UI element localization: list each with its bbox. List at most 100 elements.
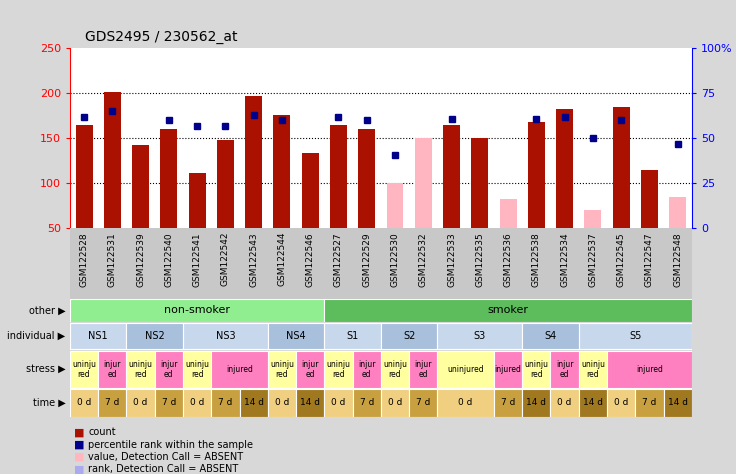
Text: GSM122537: GSM122537	[588, 232, 598, 287]
Text: GSM122533: GSM122533	[447, 232, 456, 287]
Bar	[70, 323, 127, 349]
Bar	[381, 323, 437, 349]
Bar	[353, 351, 381, 388]
Bar	[641, 170, 658, 228]
Text: GSM122534: GSM122534	[560, 232, 569, 287]
Text: S4: S4	[545, 331, 556, 341]
Text: GSM122531: GSM122531	[107, 232, 117, 287]
Bar	[523, 323, 578, 349]
Text: 7 d: 7 d	[218, 399, 233, 407]
Text: 7 d: 7 d	[162, 399, 176, 407]
Bar	[330, 125, 347, 228]
Text: GSM122530: GSM122530	[391, 232, 400, 287]
Bar	[296, 389, 325, 417]
Text: injur
ed: injur ed	[414, 360, 432, 379]
Text: ■: ■	[74, 427, 84, 438]
Text: 0 d: 0 d	[331, 399, 346, 407]
Text: 14 d: 14 d	[244, 399, 263, 407]
Text: injured: injured	[636, 365, 663, 374]
Bar	[98, 389, 127, 417]
Bar	[584, 210, 601, 228]
Text: S5: S5	[629, 331, 642, 341]
Text: injur
ed: injur ed	[358, 360, 375, 379]
Bar	[325, 299, 692, 322]
Bar	[70, 351, 98, 388]
Bar	[104, 92, 121, 228]
Text: ■: ■	[74, 452, 84, 462]
Text: time ▶: time ▶	[33, 398, 66, 408]
Text: GSM122548: GSM122548	[673, 232, 682, 287]
Text: 14 d: 14 d	[583, 399, 603, 407]
Bar	[551, 351, 578, 388]
Bar	[268, 323, 325, 349]
Bar	[155, 389, 183, 417]
Bar	[274, 115, 291, 228]
Text: S2: S2	[403, 331, 415, 341]
Bar	[664, 389, 692, 417]
Text: uninju
red: uninju red	[185, 360, 209, 379]
Text: 7 d: 7 d	[643, 399, 657, 407]
Text: injur
ed: injur ed	[302, 360, 319, 379]
Text: 0 d: 0 d	[275, 399, 289, 407]
Bar	[217, 140, 234, 228]
Bar	[268, 389, 296, 417]
Bar	[409, 389, 437, 417]
Bar	[578, 351, 607, 388]
Text: uninju
red: uninju red	[581, 360, 605, 379]
Text: rank, Detection Call = ABSENT: rank, Detection Call = ABSENT	[88, 464, 238, 474]
Text: 0 d: 0 d	[459, 399, 473, 407]
Text: GSM122538: GSM122538	[532, 232, 541, 287]
Bar	[353, 389, 381, 417]
Text: 7 d: 7 d	[360, 399, 374, 407]
Bar	[325, 323, 381, 349]
Text: GSM122540: GSM122540	[164, 232, 174, 287]
Text: count: count	[88, 427, 116, 438]
Bar	[211, 351, 268, 388]
Text: injured: injured	[226, 365, 253, 374]
Bar	[268, 351, 296, 388]
Text: GSM122545: GSM122545	[617, 232, 626, 287]
Text: GSM122542: GSM122542	[221, 232, 230, 286]
Text: GSM122546: GSM122546	[305, 232, 315, 287]
Text: S3: S3	[474, 331, 486, 341]
Text: non-smoker: non-smoker	[164, 305, 230, 316]
Bar	[415, 138, 432, 228]
Bar	[443, 125, 460, 228]
Bar	[523, 389, 551, 417]
Bar	[500, 199, 517, 228]
Text: value, Detection Call = ABSENT: value, Detection Call = ABSENT	[88, 452, 244, 462]
Bar	[437, 351, 494, 388]
Bar	[437, 389, 494, 417]
Text: GSM122527: GSM122527	[334, 232, 343, 287]
Text: 14 d: 14 d	[526, 399, 546, 407]
Bar	[578, 323, 692, 349]
Text: GSM122532: GSM122532	[419, 232, 428, 287]
Text: 0 d: 0 d	[614, 399, 629, 407]
Bar	[607, 351, 692, 388]
Bar	[551, 389, 578, 417]
Text: injur
ed: injur ed	[104, 360, 121, 379]
Bar	[635, 389, 664, 417]
Text: NS4: NS4	[286, 331, 306, 341]
Bar	[607, 389, 635, 417]
Bar	[578, 389, 607, 417]
Text: 7 d: 7 d	[105, 399, 119, 407]
Bar	[325, 389, 353, 417]
Text: uninjured: uninjured	[447, 365, 484, 374]
Text: individual ▶: individual ▶	[7, 331, 66, 341]
Text: uninju
red: uninju red	[72, 360, 96, 379]
Bar	[245, 96, 262, 228]
Text: injured: injured	[495, 365, 522, 374]
Text: percentile rank within the sample: percentile rank within the sample	[88, 439, 253, 450]
Text: GSM122541: GSM122541	[193, 232, 202, 287]
Text: GSM122528: GSM122528	[79, 232, 88, 287]
Text: uninju
red: uninju red	[383, 360, 407, 379]
Bar	[471, 138, 488, 228]
Bar	[381, 389, 409, 417]
Text: uninju
red: uninju red	[270, 360, 294, 379]
Bar	[358, 129, 375, 228]
Bar	[76, 125, 93, 228]
Bar	[127, 323, 183, 349]
Text: GSM122535: GSM122535	[475, 232, 484, 287]
Bar	[302, 153, 319, 228]
